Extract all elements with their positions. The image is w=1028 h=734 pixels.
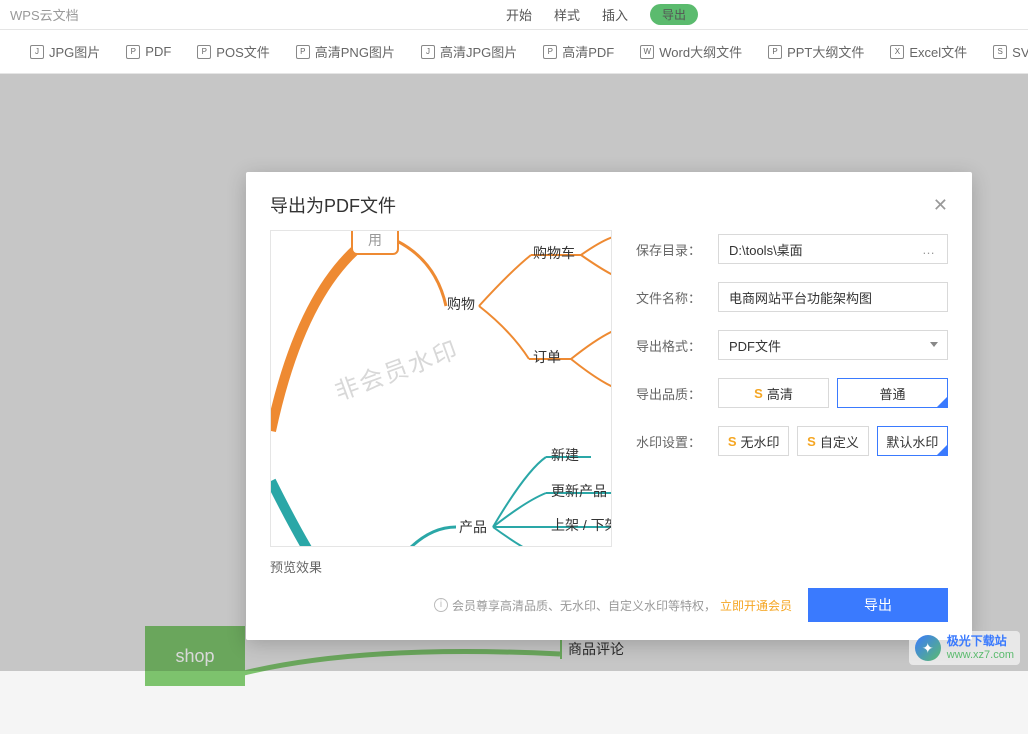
menu-style[interactable]: 样式 [554,5,580,24]
jpg-icon: J [421,45,435,59]
upgrade-link[interactable]: 立即开通会员 [720,597,792,614]
row-format: 导出格式： PDF文件 [636,330,948,360]
form-column: 保存目录： D:\tools\桌面 … 文件名称： 导出格式： PDF文件 [636,230,948,576]
toolbar-pdf[interactable]: PPDF [126,44,171,59]
mm-order: 订单 [533,347,561,367]
word-icon: W [640,45,654,59]
export-pdf-dialog: 导出为PDF文件 ✕ 非会员水印 [246,172,972,640]
dialog-body: 非会员水印 [246,230,972,576]
preview-label: 预览效果 [270,557,612,576]
quality-hd-button[interactable]: S 高清 [718,378,829,408]
menu-start[interactable]: 开始 [506,5,532,24]
menubar: WPS云文档 开始 样式 插入 导出 [0,0,1028,30]
toolbar-excel[interactable]: XExcel文件 [890,42,967,61]
vip-icon: S [728,434,737,449]
format-label: 导出格式： [636,336,706,355]
dialog-header: 导出为PDF文件 ✕ [246,172,972,230]
excel-icon: X [890,45,904,59]
menu-export[interactable]: 导出 [650,4,698,25]
export-button[interactable]: 导出 [808,588,948,622]
row-quality: 导出品质： S 高清 普通 [636,378,948,408]
format-value: PDF文件 [729,336,781,355]
toolbar-svg[interactable]: SSVG无损图片 [993,42,1028,61]
ppt-icon: P [768,45,782,59]
dialog-footer: i 会员尊享高清品质、无水印、自定义水印等特权， 立即开通会员 导出 [246,576,972,640]
footer-note: i 会员尊享高清品质、无水印、自定义水印等特权， 立即开通会员 [434,597,792,614]
filename-label: 文件名称： [636,288,706,307]
row-watermark: 水印设置： S 无水印 S 自定义 默认水印 [636,426,948,456]
toolbar-ppt[interactable]: PPPT大纲文件 [768,42,864,61]
svg-icon: S [993,45,1007,59]
note-text: 会员尊享高清品质、无水印、自定义水印等特权， [452,597,716,614]
logo-line2: www.xz7.com [947,649,1014,661]
vip-icon: S [754,386,763,401]
mm-shelf: 上架 / 下架 [551,515,612,535]
format-select[interactable]: PDF文件 [718,330,948,360]
mm-root: 用 [351,230,399,255]
watermark-label: 水印设置： [636,432,706,451]
wm-custom-button[interactable]: S 自定义 [797,426,868,456]
row-save-dir: 保存目录： D:\tools\桌面 … [636,234,948,264]
mm-shopping: 购物 [447,294,475,314]
globe-icon: ✦ [915,635,941,661]
pdf-icon: P [126,45,140,59]
quality-label: 导出品质： [636,384,706,403]
export-toolbar: JJPG图片 PPDF PPOS文件 P高清PNG图片 J高清JPG图片 P高清… [0,30,1028,74]
toolbar-word[interactable]: WWord大纲文件 [640,42,742,61]
jpg-icon: J [30,45,44,59]
mm-product: 产品 [459,517,487,537]
filename-input[interactable] [718,282,948,312]
save-dir-input[interactable]: D:\tools\桌面 … [718,234,948,264]
close-button[interactable]: ✕ [933,195,948,216]
mm-update: 更新产品 [551,481,607,501]
png-icon: P [296,45,310,59]
save-dir-label: 保存目录： [636,240,706,259]
preview-box: 非会员水印 [270,230,612,547]
row-filename: 文件名称： [636,282,948,312]
doc-title: WPS云文档 [10,5,79,24]
mm-cart: 购物车 [533,243,575,263]
toolbar-hpdf[interactable]: P高清PDF [543,42,614,61]
wm-none-button[interactable]: S 无水印 [718,426,789,456]
dialog-title: 导出为PDF文件 [270,192,396,218]
wm-default-button[interactable]: 默认水印 [877,426,948,456]
preview-column: 非会员水印 [270,230,612,576]
logo-line1: 极光下载站 [947,635,1014,648]
menu-insert[interactable]: 插入 [602,5,628,24]
toolbar-jpg[interactable]: JJPG图片 [30,42,100,61]
quality-normal-button[interactable]: 普通 [837,378,948,408]
toolbar-hdjpg[interactable]: J高清JPG图片 [421,42,517,61]
site-watermark: ✦ 极光下载站 www.xz7.com [909,631,1020,665]
pdf-icon: P [543,45,557,59]
browse-icon[interactable]: … [922,242,937,257]
vip-icon: S [807,434,816,449]
info-icon: i [434,598,448,612]
pos-icon: P [197,45,211,59]
save-dir-value: D:\tools\桌面 [729,240,803,259]
menu-items: 开始 样式 插入 导出 [506,4,698,25]
toolbar-pos[interactable]: PPOS文件 [197,42,269,61]
mm-new: 新建 [551,445,579,465]
toolbar-hdpng[interactable]: P高清PNG图片 [296,42,395,61]
